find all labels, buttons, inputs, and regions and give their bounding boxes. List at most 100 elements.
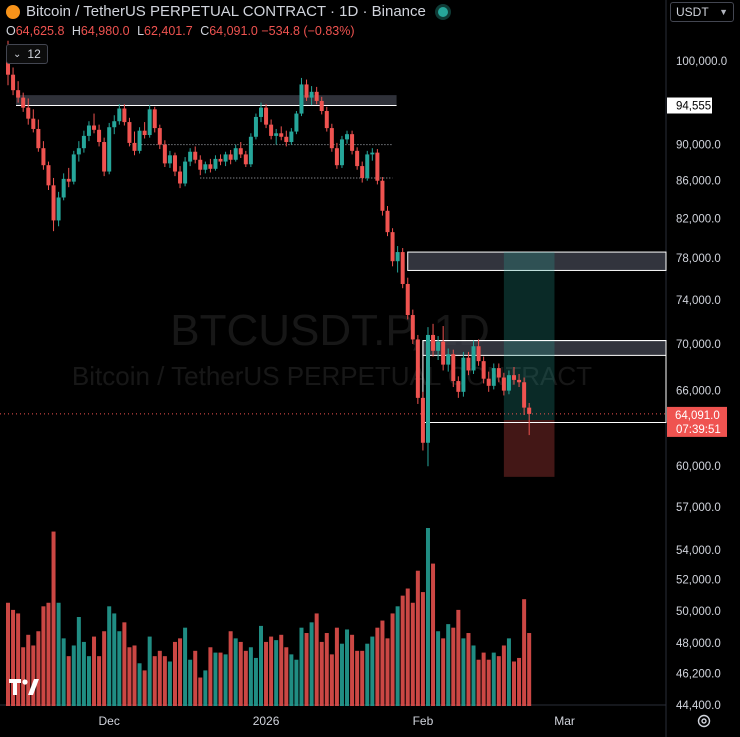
candle-body [233, 148, 238, 160]
volume-bar [76, 617, 81, 706]
candle-body [16, 90, 21, 98]
candle-body [360, 166, 365, 178]
volume-bar [162, 656, 167, 706]
volume-bar [152, 656, 157, 706]
tradingview-logo-icon[interactable] [8, 676, 40, 698]
candle-body [51, 185, 56, 221]
candle [142, 122, 147, 139]
candle-body [183, 161, 188, 184]
candle-body [178, 171, 183, 184]
volume-bar [446, 624, 451, 706]
candle [294, 111, 299, 135]
chart-header: Bitcoin / TetherUS PERPETUAL CONTRACT · … [6, 3, 448, 20]
volume-bar [51, 531, 56, 706]
candle-body [157, 128, 162, 145]
volume-bar [11, 609, 16, 706]
candle-body [152, 109, 157, 129]
time-tick-label: 2026 [253, 714, 280, 728]
candle [415, 334, 420, 404]
candle [243, 150, 248, 167]
candle [223, 151, 228, 167]
candle [512, 366, 516, 385]
candle [431, 323, 436, 357]
candle-body [21, 97, 26, 108]
settings-gear-icon[interactable] [696, 713, 712, 729]
candle-body [527, 407, 532, 414]
currency-select[interactable]: USDT ▼ [670, 2, 734, 22]
close-label: C [200, 24, 210, 38]
bitcoin-icon [6, 4, 20, 19]
volume-bar [71, 645, 76, 706]
price-axis: 100,000.0 90,000.0 86,000.0 82,000.0 78,000.… [676, 56, 727, 712]
price-tag-value: 64,091.0 [675, 410, 720, 422]
candle-body [97, 129, 102, 143]
volume-bar [97, 656, 102, 706]
price-tick-label: 48,000.0 [676, 638, 721, 650]
candle [269, 119, 274, 140]
candle-body [486, 378, 491, 386]
candle [172, 152, 177, 177]
candle-body [66, 178, 71, 182]
candle [41, 141, 46, 170]
candle [112, 115, 117, 135]
candle-body [279, 133, 284, 137]
candle-body [61, 178, 66, 198]
candle-body [193, 151, 198, 160]
candle [137, 127, 142, 154]
price-tag-box [667, 406, 727, 437]
volume-bar [345, 629, 350, 706]
position-profit-zone [503, 252, 555, 421]
candle [102, 137, 107, 177]
candle-body [420, 397, 425, 443]
candle-body [107, 127, 112, 172]
candle-body [304, 84, 309, 98]
volume-bar [476, 659, 481, 706]
candle [228, 149, 233, 165]
candle [238, 142, 243, 158]
candle [395, 246, 400, 273]
price-tick-label: 52,000.0 [676, 575, 721, 587]
candle [97, 124, 102, 147]
volume-bar [471, 645, 476, 706]
volume-bar [375, 627, 380, 706]
price-tick-label: 78,000.0 [676, 253, 721, 265]
volume-bar [284, 647, 289, 706]
volume-bar [259, 625, 263, 706]
candle [36, 119, 41, 152]
indicator-count: 12 [27, 47, 41, 61]
candle [339, 135, 344, 168]
price-tick-label: 46,200.0 [676, 668, 721, 680]
candle [491, 363, 496, 390]
open-value: 64,625.8 [15, 24, 65, 38]
candle-body [506, 375, 511, 391]
price-tick-label: 82,000.0 [676, 213, 721, 225]
candle-body [188, 151, 193, 162]
indicators-toggle[interactable]: ⌄ 12 [6, 44, 48, 64]
volume-bar [264, 641, 269, 706]
candle [425, 327, 430, 467]
candle [188, 148, 193, 167]
symbol-title[interactable]: Bitcoin / TetherUS PERPETUAL CONTRACT · … [26, 3, 426, 20]
candle [486, 371, 491, 392]
open-label: O [6, 24, 16, 38]
candle [314, 86, 319, 105]
candle-body [172, 155, 177, 172]
candle-body [425, 334, 430, 443]
candle-body [243, 154, 248, 165]
candle-body [380, 180, 385, 211]
candle-body [365, 154, 370, 178]
candle [380, 177, 385, 216]
candle [253, 113, 258, 140]
candle [183, 157, 188, 187]
candle-body [512, 375, 516, 380]
candle-body [26, 107, 31, 119]
candle-body [132, 142, 137, 151]
volume-bar [188, 659, 193, 706]
price-tick-label: 50,000.0 [676, 606, 721, 618]
candle-body [466, 357, 471, 371]
candle-body [491, 368, 496, 386]
volume-bar [117, 631, 122, 706]
candle [471, 340, 476, 374]
volume-bar [253, 657, 258, 706]
